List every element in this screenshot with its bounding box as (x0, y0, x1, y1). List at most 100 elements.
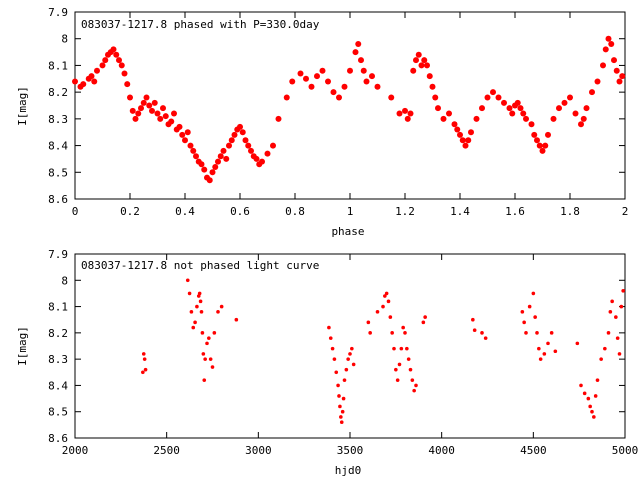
data-point (88, 73, 95, 80)
plot-frame (74, 11, 626, 200)
data-point (190, 147, 197, 154)
x-tick-label: 0.2 (120, 205, 140, 218)
phased-light-curve-panel: 7.9 8 8.1 8.2 8.3 8.4 8.5 8.6 0 0.2 0.4 0.6 0.8 1 1.2… (16, 6, 628, 238)
data-point (189, 310, 194, 314)
data-point (524, 331, 528, 335)
data-point (588, 404, 592, 409)
y-tick-label: 8.4 (48, 379, 68, 392)
data-point (350, 346, 354, 351)
y-tick-labels: 7.9 8 8.1 8.2 8.3 8.4 8.5 8.6 (48, 248, 625, 445)
data-point (199, 310, 204, 314)
data-point (141, 370, 145, 375)
data-point (141, 352, 146, 356)
data-point (575, 341, 580, 346)
y-axis-label: I[mag] (16, 326, 29, 366)
data-point (143, 367, 148, 372)
data-point (191, 325, 196, 330)
data-point (239, 129, 246, 136)
y-tick-label: 8.3 (48, 113, 68, 126)
data-point (374, 83, 381, 90)
data-point (407, 110, 414, 117)
data-point (549, 331, 554, 335)
data-point (355, 41, 362, 48)
data-point (410, 67, 417, 74)
x-tick-labels: 2000 2500 3000 3500 4000 4500 5000 (62, 254, 638, 457)
data-point (91, 78, 98, 85)
data-point (206, 177, 213, 184)
chart-title: 083037-1217.8 not phased light curve (81, 259, 319, 272)
data-point (578, 121, 584, 128)
data-point (395, 378, 400, 382)
data-point (332, 357, 337, 361)
data-point (341, 396, 346, 401)
data-point (94, 67, 100, 74)
data-point (132, 115, 139, 122)
data-point (202, 378, 207, 382)
y-tick-label: 8.2 (48, 327, 68, 340)
data-point (615, 336, 620, 340)
data-point (421, 320, 426, 325)
x-tick-label: 2500 (153, 444, 180, 457)
data-point (140, 99, 147, 106)
data-point (392, 346, 396, 351)
data-point (336, 383, 340, 388)
data-point (605, 35, 612, 42)
data-point (583, 105, 590, 112)
data-point (538, 357, 543, 361)
data-point (520, 110, 527, 117)
data-point (545, 131, 551, 138)
data-point (550, 115, 557, 122)
data-point (348, 352, 352, 356)
data-point (198, 299, 203, 304)
y-tick-label: 8.1 (48, 301, 68, 314)
y-tick-label: 8.4 (48, 140, 68, 153)
data-point (200, 331, 205, 335)
y-tick-label: 8 (61, 33, 68, 46)
data-point (360, 67, 367, 74)
data-point (212, 163, 219, 170)
data-point (259, 158, 265, 165)
data-point (193, 153, 199, 160)
y-tick-label: 8.6 (48, 193, 68, 206)
data-point (405, 346, 409, 351)
data-point (344, 367, 349, 372)
data-point (608, 41, 615, 48)
data-point (595, 378, 600, 382)
data-point (195, 304, 199, 309)
data-points (72, 35, 626, 184)
y-tick-label: 8.3 (48, 353, 68, 366)
data-point (129, 107, 136, 114)
data-point (586, 396, 591, 401)
y-tick-label: 8.2 (48, 86, 68, 99)
data-point (185, 278, 190, 283)
y-axis-label: I[mag] (16, 86, 29, 126)
data-point (135, 110, 142, 117)
data-point (342, 378, 347, 382)
data-point (435, 105, 441, 112)
y-tick-label: 7.9 (48, 248, 68, 261)
data-point (412, 388, 416, 393)
data-point (537, 346, 541, 351)
data-point (334, 370, 339, 375)
data-point (617, 352, 622, 356)
data-point (234, 317, 239, 322)
data-point (616, 78, 623, 85)
data-point (402, 107, 408, 114)
unphased-light-curve-panel: 7.9 8 8.1 8.2 8.3 8.4 8.5 8.6 2000 2500 3000 3500 4… (16, 248, 638, 477)
data-point (330, 89, 337, 96)
data-point (592, 415, 596, 419)
data-point (599, 357, 603, 361)
data-point (611, 57, 617, 64)
data-point (210, 365, 215, 369)
data-point (553, 349, 558, 354)
data-point (403, 331, 407, 335)
data-point (337, 394, 341, 398)
data-point (520, 310, 525, 314)
x-tick-label: 3500 (337, 444, 364, 457)
data-point (110, 46, 117, 53)
data-point (384, 291, 389, 296)
y-tick-label: 8.1 (48, 59, 68, 72)
data-point (432, 94, 439, 101)
data-point (593, 394, 598, 398)
